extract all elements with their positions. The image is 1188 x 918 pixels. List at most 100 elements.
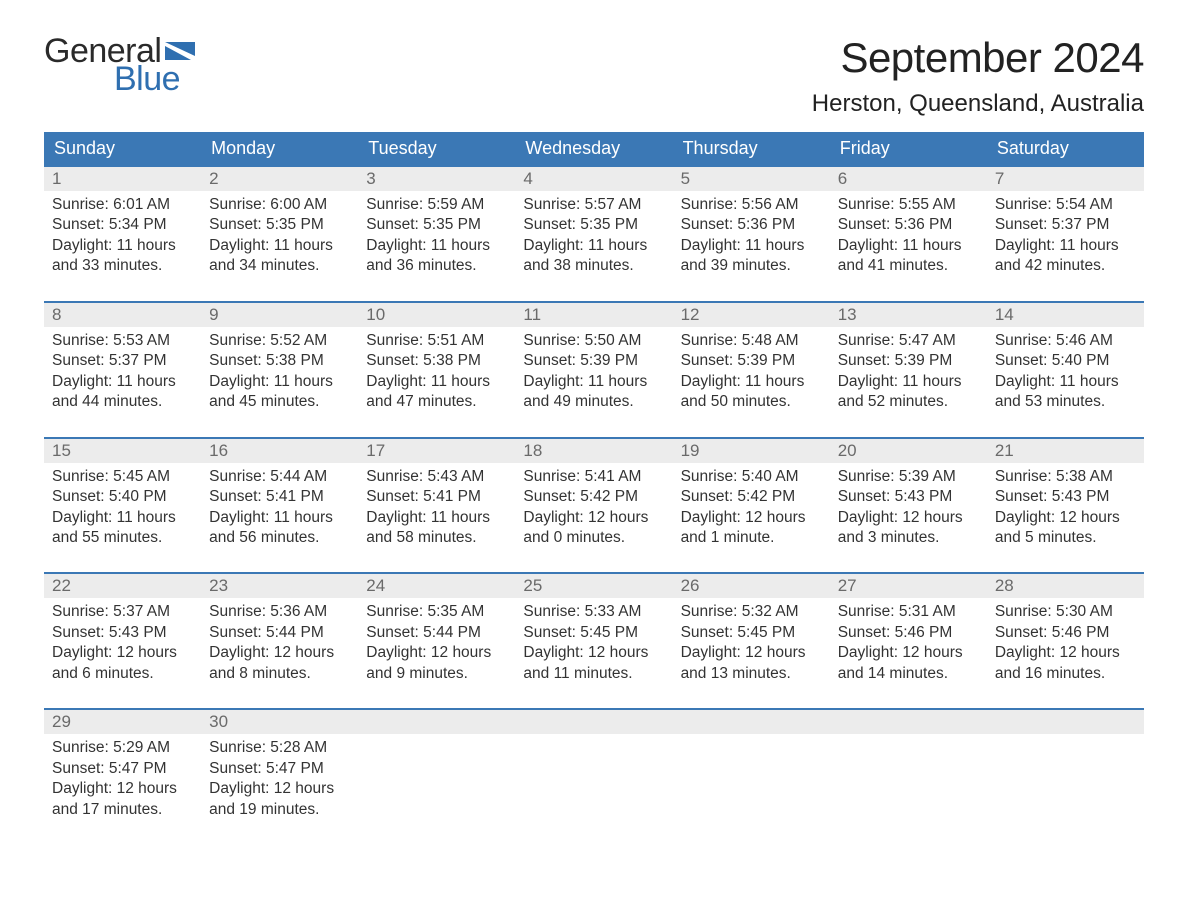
day-number: 10	[358, 303, 515, 327]
day-cell	[830, 710, 987, 828]
daylight-line1: Daylight: 12 hours	[209, 779, 350, 799]
sunset-text: Sunset: 5:43 PM	[52, 623, 193, 643]
day-body: Sunrise: 5:48 AMSunset: 5:39 PMDaylight:…	[673, 327, 830, 413]
day-number: 24	[358, 574, 515, 598]
sunrise-text: Sunrise: 5:56 AM	[681, 195, 822, 215]
day-number: 23	[201, 574, 358, 598]
daylight-line2: and 44 minutes.	[52, 392, 193, 412]
daylight-line2: and 41 minutes.	[838, 256, 979, 276]
day-body: Sunrise: 5:53 AMSunset: 5:37 PMDaylight:…	[44, 327, 201, 413]
daylight-line2: and 6 minutes.	[52, 664, 193, 684]
daylight-line1: Daylight: 11 hours	[995, 372, 1136, 392]
day-cell: 9Sunrise: 5:52 AMSunset: 5:38 PMDaylight…	[201, 303, 358, 421]
day-number: 22	[44, 574, 201, 598]
day-cell	[515, 710, 672, 828]
day-cell: 7Sunrise: 5:54 AMSunset: 5:37 PMDaylight…	[987, 167, 1144, 285]
day-body: Sunrise: 5:57 AMSunset: 5:35 PMDaylight:…	[515, 191, 672, 277]
day-number: 6	[830, 167, 987, 191]
daylight-line1: Daylight: 12 hours	[995, 643, 1136, 663]
day-number: 25	[515, 574, 672, 598]
sunrise-text: Sunrise: 5:32 AM	[681, 602, 822, 622]
daylight-line1: Daylight: 11 hours	[523, 372, 664, 392]
day-cell: 11Sunrise: 5:50 AMSunset: 5:39 PMDayligh…	[515, 303, 672, 421]
day-number: 9	[201, 303, 358, 327]
day-cell: 30Sunrise: 5:28 AMSunset: 5:47 PMDayligh…	[201, 710, 358, 828]
week-row: 15Sunrise: 5:45 AMSunset: 5:40 PMDayligh…	[44, 437, 1144, 557]
day-body: Sunrise: 5:29 AMSunset: 5:47 PMDaylight:…	[44, 734, 201, 820]
sunrise-text: Sunrise: 5:29 AM	[52, 738, 193, 758]
daylight-line1: Daylight: 11 hours	[995, 236, 1136, 256]
day-body: Sunrise: 5:33 AMSunset: 5:45 PMDaylight:…	[515, 598, 672, 684]
day-body: Sunrise: 5:45 AMSunset: 5:40 PMDaylight:…	[44, 463, 201, 549]
day-cell: 14Sunrise: 5:46 AMSunset: 5:40 PMDayligh…	[987, 303, 1144, 421]
sunrise-text: Sunrise: 5:36 AM	[209, 602, 350, 622]
sunset-text: Sunset: 5:39 PM	[838, 351, 979, 371]
day-cell: 28Sunrise: 5:30 AMSunset: 5:46 PMDayligh…	[987, 574, 1144, 692]
day-cell	[358, 710, 515, 828]
daylight-line1: Daylight: 11 hours	[366, 508, 507, 528]
daylight-line2: and 3 minutes.	[838, 528, 979, 548]
day-header-row: Sunday Monday Tuesday Wednesday Thursday…	[44, 132, 1144, 165]
sunset-text: Sunset: 5:38 PM	[366, 351, 507, 371]
day-body: Sunrise: 5:59 AMSunset: 5:35 PMDaylight:…	[358, 191, 515, 277]
day-cell: 13Sunrise: 5:47 AMSunset: 5:39 PMDayligh…	[830, 303, 987, 421]
daylight-line2: and 42 minutes.	[995, 256, 1136, 276]
day-cell: 25Sunrise: 5:33 AMSunset: 5:45 PMDayligh…	[515, 574, 672, 692]
day-number: 1	[44, 167, 201, 191]
day-body: Sunrise: 6:01 AMSunset: 5:34 PMDaylight:…	[44, 191, 201, 277]
week-row: 29Sunrise: 5:29 AMSunset: 5:47 PMDayligh…	[44, 708, 1144, 828]
day-number: 20	[830, 439, 987, 463]
logo-text-bottom: Blue	[114, 62, 195, 96]
week-row: 8Sunrise: 5:53 AMSunset: 5:37 PMDaylight…	[44, 301, 1144, 421]
day-number	[673, 710, 830, 734]
sunrise-text: Sunrise: 5:50 AM	[523, 331, 664, 351]
daylight-line1: Daylight: 11 hours	[838, 372, 979, 392]
daylight-line1: Daylight: 12 hours	[523, 643, 664, 663]
day-number: 4	[515, 167, 672, 191]
day-body: Sunrise: 5:43 AMSunset: 5:41 PMDaylight:…	[358, 463, 515, 549]
sunrise-text: Sunrise: 5:45 AM	[52, 467, 193, 487]
daylight-line1: Daylight: 11 hours	[209, 236, 350, 256]
sunset-text: Sunset: 5:42 PM	[681, 487, 822, 507]
daylight-line2: and 33 minutes.	[52, 256, 193, 276]
daylight-line2: and 39 minutes.	[681, 256, 822, 276]
daylight-line2: and 0 minutes.	[523, 528, 664, 548]
sunset-text: Sunset: 5:38 PM	[209, 351, 350, 371]
sunset-text: Sunset: 5:40 PM	[995, 351, 1136, 371]
daylight-line2: and 8 minutes.	[209, 664, 350, 684]
day-number: 27	[830, 574, 987, 598]
daylight-line2: and 38 minutes.	[523, 256, 664, 276]
weeks-container: 1Sunrise: 6:01 AMSunset: 5:34 PMDaylight…	[44, 165, 1144, 828]
daylight-line1: Daylight: 11 hours	[366, 372, 507, 392]
sunrise-text: Sunrise: 5:30 AM	[995, 602, 1136, 622]
daylight-line2: and 34 minutes.	[209, 256, 350, 276]
daylight-line2: and 5 minutes.	[995, 528, 1136, 548]
day-body: Sunrise: 5:37 AMSunset: 5:43 PMDaylight:…	[44, 598, 201, 684]
day-number: 11	[515, 303, 672, 327]
daylight-line1: Daylight: 12 hours	[681, 643, 822, 663]
daylight-line1: Daylight: 12 hours	[681, 508, 822, 528]
day-number	[515, 710, 672, 734]
sunrise-text: Sunrise: 5:55 AM	[838, 195, 979, 215]
day-number	[358, 710, 515, 734]
daylight-line2: and 9 minutes.	[366, 664, 507, 684]
sunrise-text: Sunrise: 5:48 AM	[681, 331, 822, 351]
daylight-line1: Daylight: 11 hours	[52, 508, 193, 528]
daylight-line1: Daylight: 12 hours	[52, 779, 193, 799]
day-header-tue: Tuesday	[358, 132, 515, 165]
day-cell: 5Sunrise: 5:56 AMSunset: 5:36 PMDaylight…	[673, 167, 830, 285]
sunset-text: Sunset: 5:41 PM	[366, 487, 507, 507]
day-body: Sunrise: 5:47 AMSunset: 5:39 PMDaylight:…	[830, 327, 987, 413]
daylight-line1: Daylight: 12 hours	[52, 643, 193, 663]
day-body: Sunrise: 5:36 AMSunset: 5:44 PMDaylight:…	[201, 598, 358, 684]
day-cell: 2Sunrise: 6:00 AMSunset: 5:35 PMDaylight…	[201, 167, 358, 285]
day-number: 5	[673, 167, 830, 191]
sunset-text: Sunset: 5:44 PM	[366, 623, 507, 643]
daylight-line2: and 52 minutes.	[838, 392, 979, 412]
sunset-text: Sunset: 5:45 PM	[523, 623, 664, 643]
day-body: Sunrise: 5:51 AMSunset: 5:38 PMDaylight:…	[358, 327, 515, 413]
sunrise-text: Sunrise: 5:39 AM	[838, 467, 979, 487]
sunrise-text: Sunrise: 5:59 AM	[366, 195, 507, 215]
day-number: 30	[201, 710, 358, 734]
day-number: 14	[987, 303, 1144, 327]
